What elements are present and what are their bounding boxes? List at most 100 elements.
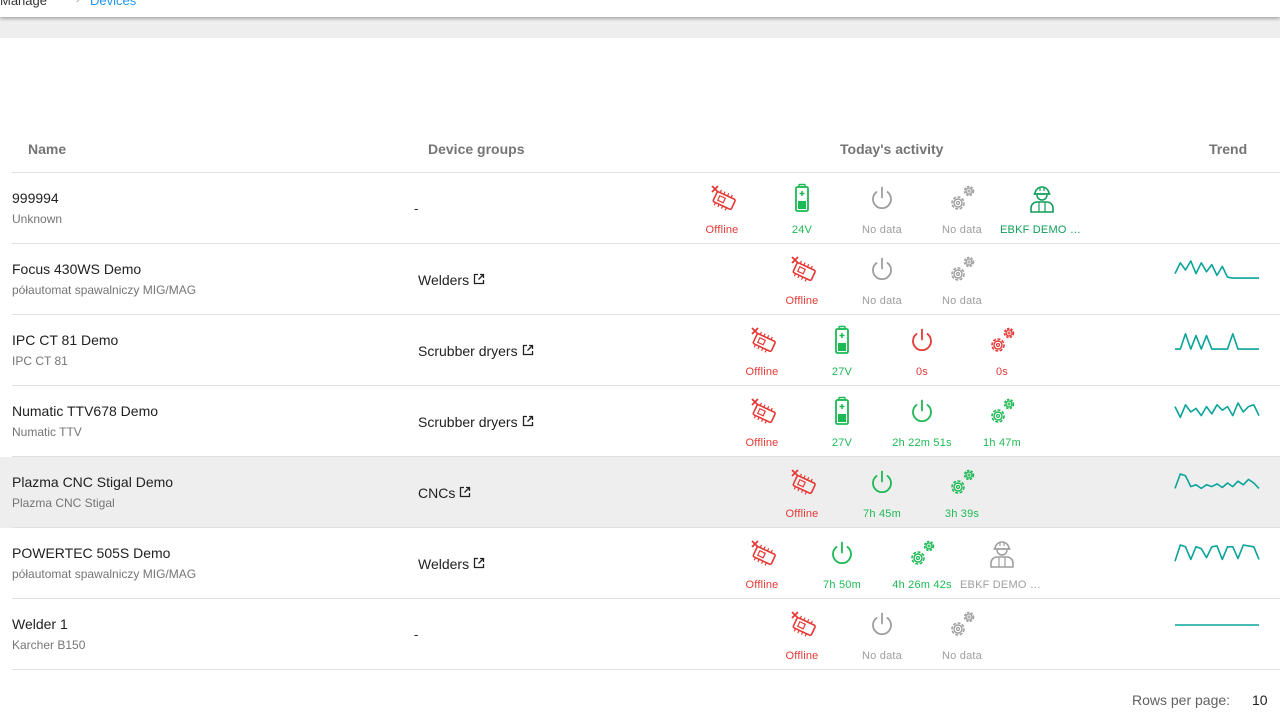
activity-label: Offline — [745, 437, 779, 449]
activity-indicator-power: No data — [840, 252, 924, 310]
table-row[interactable]: Plazma CNC Stigal Demo Plazma CNC Stigal C… — [0, 457, 1280, 528]
activity-indicator-offline: Offline — [760, 252, 844, 310]
activity-indicator-gears: 4h 26m 42s — [880, 536, 964, 594]
device-model: Unknown — [12, 212, 63, 226]
device-name[interactable]: Numatic TTV678 Demo — [12, 403, 159, 419]
trend-sparkline — [1174, 402, 1260, 419]
activity-label: EBKF DEMO 2... — [960, 579, 1044, 591]
activity-indicator-gears: 3h 39s — [920, 465, 1004, 523]
activity-indicator-offline: Offline — [680, 181, 764, 239]
activity-label: 1h 47m — [983, 437, 1021, 449]
activity-label: No data — [862, 224, 902, 236]
activity-indicator-worker: EBKF DEMO 2... — [960, 536, 1044, 594]
device-name[interactable]: POWERTEC 505S Demo — [12, 545, 171, 561]
row-divider — [12, 669, 1280, 670]
trend-sparkline — [1174, 473, 1260, 490]
app-bar: Manage › Devices — [0, 0, 1280, 17]
table-row[interactable]: Welder 1 Karcher B150 - Offline No data No da… — [0, 599, 1280, 670]
activity-indicator-battery: 27V — [800, 394, 884, 452]
device-model: Karcher B150 — [12, 638, 86, 652]
activity-label: No data — [862, 295, 902, 307]
activity-indicator-power: 0s — [880, 323, 964, 381]
device-name[interactable]: Plazma CNC Stigal Demo — [12, 474, 174, 490]
activity-label: 2h 22m 51s — [892, 437, 952, 449]
activity-label: 24V — [791, 224, 813, 236]
activity-indicator-offline: Offline — [720, 394, 804, 452]
activity-indicator-gears: No data — [920, 181, 1004, 239]
column-header-todays-activity: Today's activity — [840, 141, 944, 157]
table-row[interactable]: IPC CT 81 Demo IPC CT 81 Scrubber dryers Of… — [0, 315, 1280, 386]
device-group-link[interactable]: Scrubber dryers — [418, 343, 534, 359]
trend-line — [1174, 544, 1260, 562]
trend-line — [1174, 260, 1259, 279]
device-group-link[interactable]: Welders — [418, 556, 485, 572]
activity-indicator-gears: No data — [920, 607, 1004, 665]
activity-indicator-offline: Offline — [760, 465, 844, 523]
activity-indicator-power: 7h 45m — [840, 465, 924, 523]
activity-indicator-power: No data — [840, 607, 924, 665]
activity-label: 0s — [995, 366, 1009, 378]
activity-indicator-battery: 24V — [760, 181, 844, 239]
device-model: IPC CT 81 — [12, 354, 68, 368]
activity-label: No data — [862, 650, 902, 662]
activity-label: No data — [942, 224, 982, 236]
device-group-link[interactable]: Welders — [418, 272, 485, 288]
trend-sparkline — [1174, 544, 1260, 562]
breadcrumb-devices[interactable]: Devices — [90, 0, 137, 8]
table-row[interactable]: 999994 Unknown - Offline 24V No data No data EB… — [0, 173, 1280, 244]
trend-line — [1174, 402, 1260, 419]
activity-label: Offline — [745, 579, 779, 591]
device-group-link[interactable]: CNCs — [418, 485, 471, 501]
activity-label: No data — [942, 650, 982, 662]
activity-indicator-power: 2h 22m 51s — [880, 394, 964, 452]
activity-label: 3h 39s — [944, 508, 980, 520]
device-group-empty: - — [414, 627, 419, 642]
device-name[interactable]: Focus 430WS Demo — [12, 261, 142, 277]
device-group-label: Scrubber dryers — [418, 343, 518, 359]
activity-indicator-battery: 27V — [800, 323, 884, 381]
open-in-new-icon — [459, 485, 471, 501]
device-group-link[interactable]: Scrubber dryers — [418, 414, 534, 430]
activity-label: No data — [942, 295, 982, 307]
activity-indicator-gears: No data — [920, 252, 1004, 310]
row-divider — [12, 243, 1280, 244]
device-name[interactable]: 999994 — [12, 190, 59, 206]
row-divider — [12, 385, 1280, 386]
device-model: Plazma CNC Stigal — [12, 496, 115, 510]
open-in-new-icon — [522, 414, 534, 430]
rows-per-page-select[interactable]: 10 — [1252, 692, 1268, 708]
activity-indicator-offline: Offline — [720, 323, 804, 381]
activity-indicator-power: 7h 50m — [800, 536, 884, 594]
column-header-name[interactable]: Name — [28, 141, 67, 157]
device-group-empty: - — [414, 201, 419, 216]
device-group-label: Scrubber dryers — [418, 414, 518, 430]
device-name[interactable]: Welder 1 — [12, 616, 68, 632]
table-row[interactable]: Numatic TTV678 Demo Numatic TTV Scrubber d… — [0, 386, 1280, 457]
activity-indicator-power: No data — [840, 181, 924, 239]
activity-indicator-offline: Offline — [760, 607, 844, 665]
column-header-trend: Trend — [1209, 141, 1248, 157]
table-row[interactable]: POWERTEC 505S Demo półautomat spawalniczy… — [0, 528, 1280, 599]
activity-label: 4h 26m 42s — [892, 579, 952, 591]
toolbar-strip — [0, 17, 1280, 38]
trend-line — [1174, 473, 1260, 490]
row-divider — [12, 456, 1280, 457]
breadcrumb-manage[interactable]: Manage — [0, 0, 47, 8]
device-group-label: Welders — [418, 556, 470, 572]
activity-label: Offline — [745, 366, 779, 378]
trend-sparkline — [1175, 624, 1259, 626]
breadcrumb-separator: › — [76, 0, 80, 6]
table-row[interactable]: Focus 430WS Demo półautomat spawalniczy M… — [0, 244, 1280, 315]
activity-indicator-gears: 1h 47m — [960, 394, 1044, 452]
device-model: półautomat spawalniczy MIG/MAG — [12, 283, 197, 297]
trend-sparkline — [1174, 260, 1259, 279]
row-divider — [12, 598, 1280, 599]
activity-label: 7h 50m — [823, 579, 861, 591]
trend-sparkline — [1175, 333, 1259, 350]
open-in-new-icon — [522, 343, 534, 359]
column-header-device-groups[interactable]: Device groups — [428, 141, 525, 157]
activity-indicator-offline: Offline — [720, 536, 804, 594]
open-in-new-icon — [473, 272, 485, 288]
device-name[interactable]: IPC CT 81 Demo — [12, 332, 119, 348]
activity-label: 7h 45m — [863, 508, 901, 520]
